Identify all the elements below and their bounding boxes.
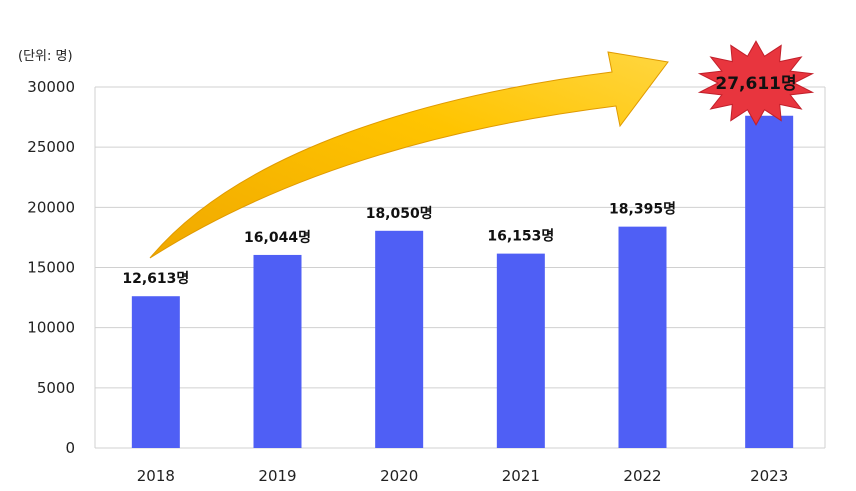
y-axis-ticks: 0 5000 10000 15000 20000 25000 30000 — [27, 78, 75, 457]
gridlines — [94, 86, 826, 449]
x-tick-label: 2019 — [258, 467, 296, 485]
y-tick-label: 30000 — [27, 78, 75, 96]
bar-2022 — [618, 226, 667, 448]
y-tick-label: 5000 — [37, 379, 75, 397]
bar-2019 — [253, 254, 302, 448]
x-axis-ticks: 2018 2019 2020 2021 2022 2023 — [137, 467, 789, 485]
y-tick-label: 0 — [65, 439, 75, 457]
data-label-2020: 18,050명 — [366, 205, 433, 222]
data-label-2019: 16,044명 — [244, 229, 311, 246]
highlight-label: 27,611명 — [715, 74, 796, 94]
bar-2023 — [745, 115, 794, 449]
x-tick-label: 2018 — [137, 467, 175, 485]
bar-2020 — [375, 230, 424, 448]
data-labels: 12,613명 16,044명 18,050명 16,153명 18,395명 — [122, 201, 676, 288]
x-tick-label: 2021 — [502, 467, 540, 485]
y-tick-label: 20000 — [27, 198, 75, 216]
y-tick-label: 10000 — [27, 319, 75, 337]
bars — [131, 115, 794, 449]
x-tick-label: 2022 — [623, 467, 661, 485]
data-label-2022: 18,395명 — [609, 201, 676, 218]
y-tick-label: 25000 — [27, 138, 75, 156]
x-tick-label: 2020 — [380, 467, 418, 485]
unit-label: (단위: 명) — [18, 49, 73, 64]
bar-2021 — [496, 253, 545, 448]
highlight-burst — [697, 40, 815, 126]
data-label-2021: 16,153명 — [487, 228, 554, 245]
x-tick-label: 2023 — [750, 467, 788, 485]
growth-arrow — [149, 51, 669, 259]
y-tick-label: 15000 — [27, 259, 75, 277]
bar-2018 — [131, 296, 180, 448]
data-label-2018: 12,613명 — [122, 270, 189, 287]
